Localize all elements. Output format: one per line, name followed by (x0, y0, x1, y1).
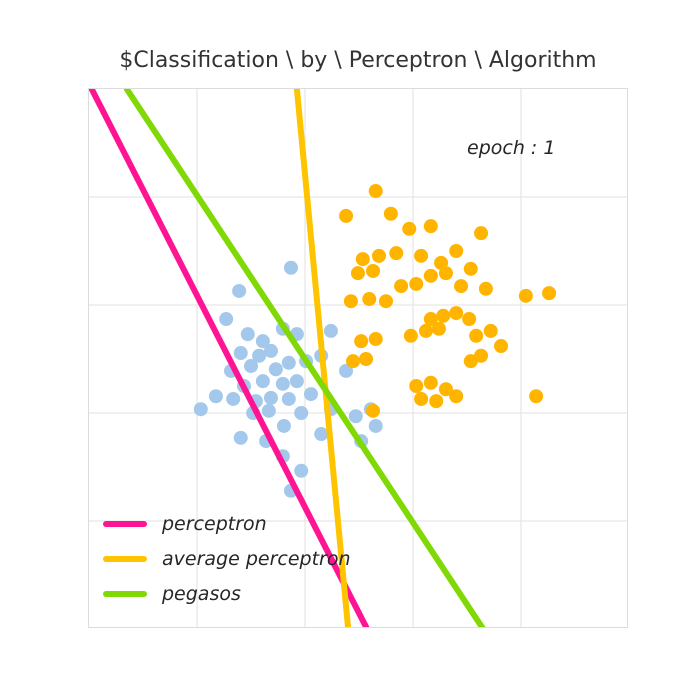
scatter-point-class-orange (368, 332, 383, 347)
scatter-point-class-orange (414, 391, 429, 406)
scatter-point-class-blue (275, 376, 290, 391)
scatter-point-class-orange (436, 308, 451, 323)
scatter-point-class-blue (232, 283, 247, 298)
scatter-point-class-blue (233, 430, 248, 445)
scatter-point-class-orange (463, 261, 478, 276)
scatter-point-class-orange (414, 248, 429, 263)
legend-swatch (103, 591, 147, 597)
scatter-point-class-blue (226, 391, 241, 406)
scatter-point-class-orange (449, 244, 464, 258)
legend-item: pegasos (103, 583, 351, 605)
boundary-line-pegasos (123, 89, 486, 627)
scatter-point-class-blue (263, 390, 278, 405)
scatter-point-class-orange (423, 375, 438, 390)
legend-item: average perceptron (103, 548, 351, 570)
scatter-point-class-orange (449, 306, 464, 321)
scatter-point-class-blue (263, 343, 278, 358)
scatter-point-class-blue (339, 363, 354, 378)
legend-swatch (103, 556, 147, 562)
scatter-point-class-orange (402, 221, 417, 236)
scatter-point-class-orange (418, 323, 433, 338)
scatter-point-class-orange (423, 312, 438, 327)
scatter-point-class-orange (368, 184, 383, 199)
scatter-point-class-orange (474, 226, 489, 241)
epoch-annotation: epoch : 1 (467, 137, 556, 159)
scatter-point-class-blue (193, 402, 208, 417)
scatter-point-class-blue (368, 418, 383, 433)
scatter-point-class-orange (469, 328, 484, 343)
scatter-point-class-orange (366, 263, 381, 278)
scatter-point-class-blue (244, 359, 258, 374)
scatter-point-class-orange (542, 286, 557, 301)
scatter-point-class-orange (383, 206, 398, 221)
scatter-point-class-orange (483, 323, 498, 338)
scatter-point-class-blue (283, 260, 298, 275)
scatter-point-class-blue (276, 418, 291, 433)
scatter-point-class-orange (438, 266, 453, 281)
scatter-point-class-blue (255, 334, 270, 349)
scatter-point-class-blue (233, 346, 248, 361)
scatter-point-class-orange (423, 219, 438, 234)
plot-area: epoch : 1 perceptron average perceptron pe… (88, 88, 628, 628)
scatter-point-class-blue (289, 374, 304, 389)
legend-item: perceptron (103, 513, 351, 535)
scatter-point-class-blue (314, 427, 329, 442)
plot-svg (89, 89, 627, 627)
scatter-point-class-orange (474, 348, 489, 363)
scatter-point-class-orange (394, 279, 409, 294)
scatter-point-class-orange (371, 248, 386, 263)
scatter-point-class-blue (208, 389, 223, 404)
scatter-point-class-orange (463, 354, 478, 369)
legend: perceptron average perceptron pegasos (103, 513, 351, 605)
scatter-point-class-orange (350, 266, 365, 281)
chart-title: $Classification \ by \ Perceptron \ Algo… (119, 48, 597, 73)
legend-swatch (103, 521, 147, 527)
scatter-point-class-orange (362, 292, 377, 307)
scatter-point-class-blue (348, 409, 363, 424)
scatter-point-class-orange (343, 294, 358, 309)
scatter-point-class-orange (494, 339, 509, 354)
scatter-point-class-blue (252, 348, 267, 363)
scatter-point-class-orange (339, 208, 354, 223)
scatter-point-class-orange (346, 354, 361, 369)
scatter-point-class-blue (294, 463, 309, 478)
scatter-point-class-orange (449, 389, 464, 404)
boundary-line-perceptron (89, 89, 370, 627)
scatter-point-class-orange (355, 252, 370, 267)
scatter-point-class-orange (431, 321, 446, 336)
scatter-point-class-blue (255, 374, 270, 389)
scatter-point-class-blue (219, 312, 234, 327)
scatter-point-class-orange (354, 334, 369, 349)
scatter-point-class-blue (240, 327, 255, 342)
scatter-point-class-orange (438, 382, 453, 397)
scatter-point-class-blue (268, 362, 283, 377)
scatter-point-class-orange (423, 268, 438, 283)
scatter-point-class-blue (303, 387, 318, 402)
scatter-point-class-orange (409, 276, 424, 291)
scatter-point-class-orange (409, 379, 424, 393)
boundary-line-average-perceptron (293, 89, 352, 627)
scatter-point-class-orange (462, 312, 477, 327)
scatter-point-class-orange (403, 328, 418, 343)
scatter-point-class-blue (294, 406, 309, 420)
scatter-point-class-orange (359, 352, 374, 366)
scatter-point-class-orange (454, 279, 469, 294)
scatter-point-class-blue (323, 323, 338, 338)
legend-label: average perceptron (162, 548, 351, 570)
scatter-point-class-blue (281, 391, 296, 406)
legend-label: pegasos (162, 583, 241, 605)
scatter-point-class-orange (529, 389, 544, 404)
scatter-point-class-orange (379, 294, 393, 309)
scatter-point-class-blue (281, 355, 296, 370)
scatter-point-class-orange (478, 281, 493, 296)
legend-label: perceptron (162, 513, 267, 535)
scatter-point-class-orange (366, 403, 381, 418)
scatter-point-class-orange (518, 288, 533, 303)
scatter-point-class-blue (261, 403, 276, 418)
scatter-point-class-orange (429, 394, 444, 409)
scatter-point-class-orange (389, 246, 404, 261)
